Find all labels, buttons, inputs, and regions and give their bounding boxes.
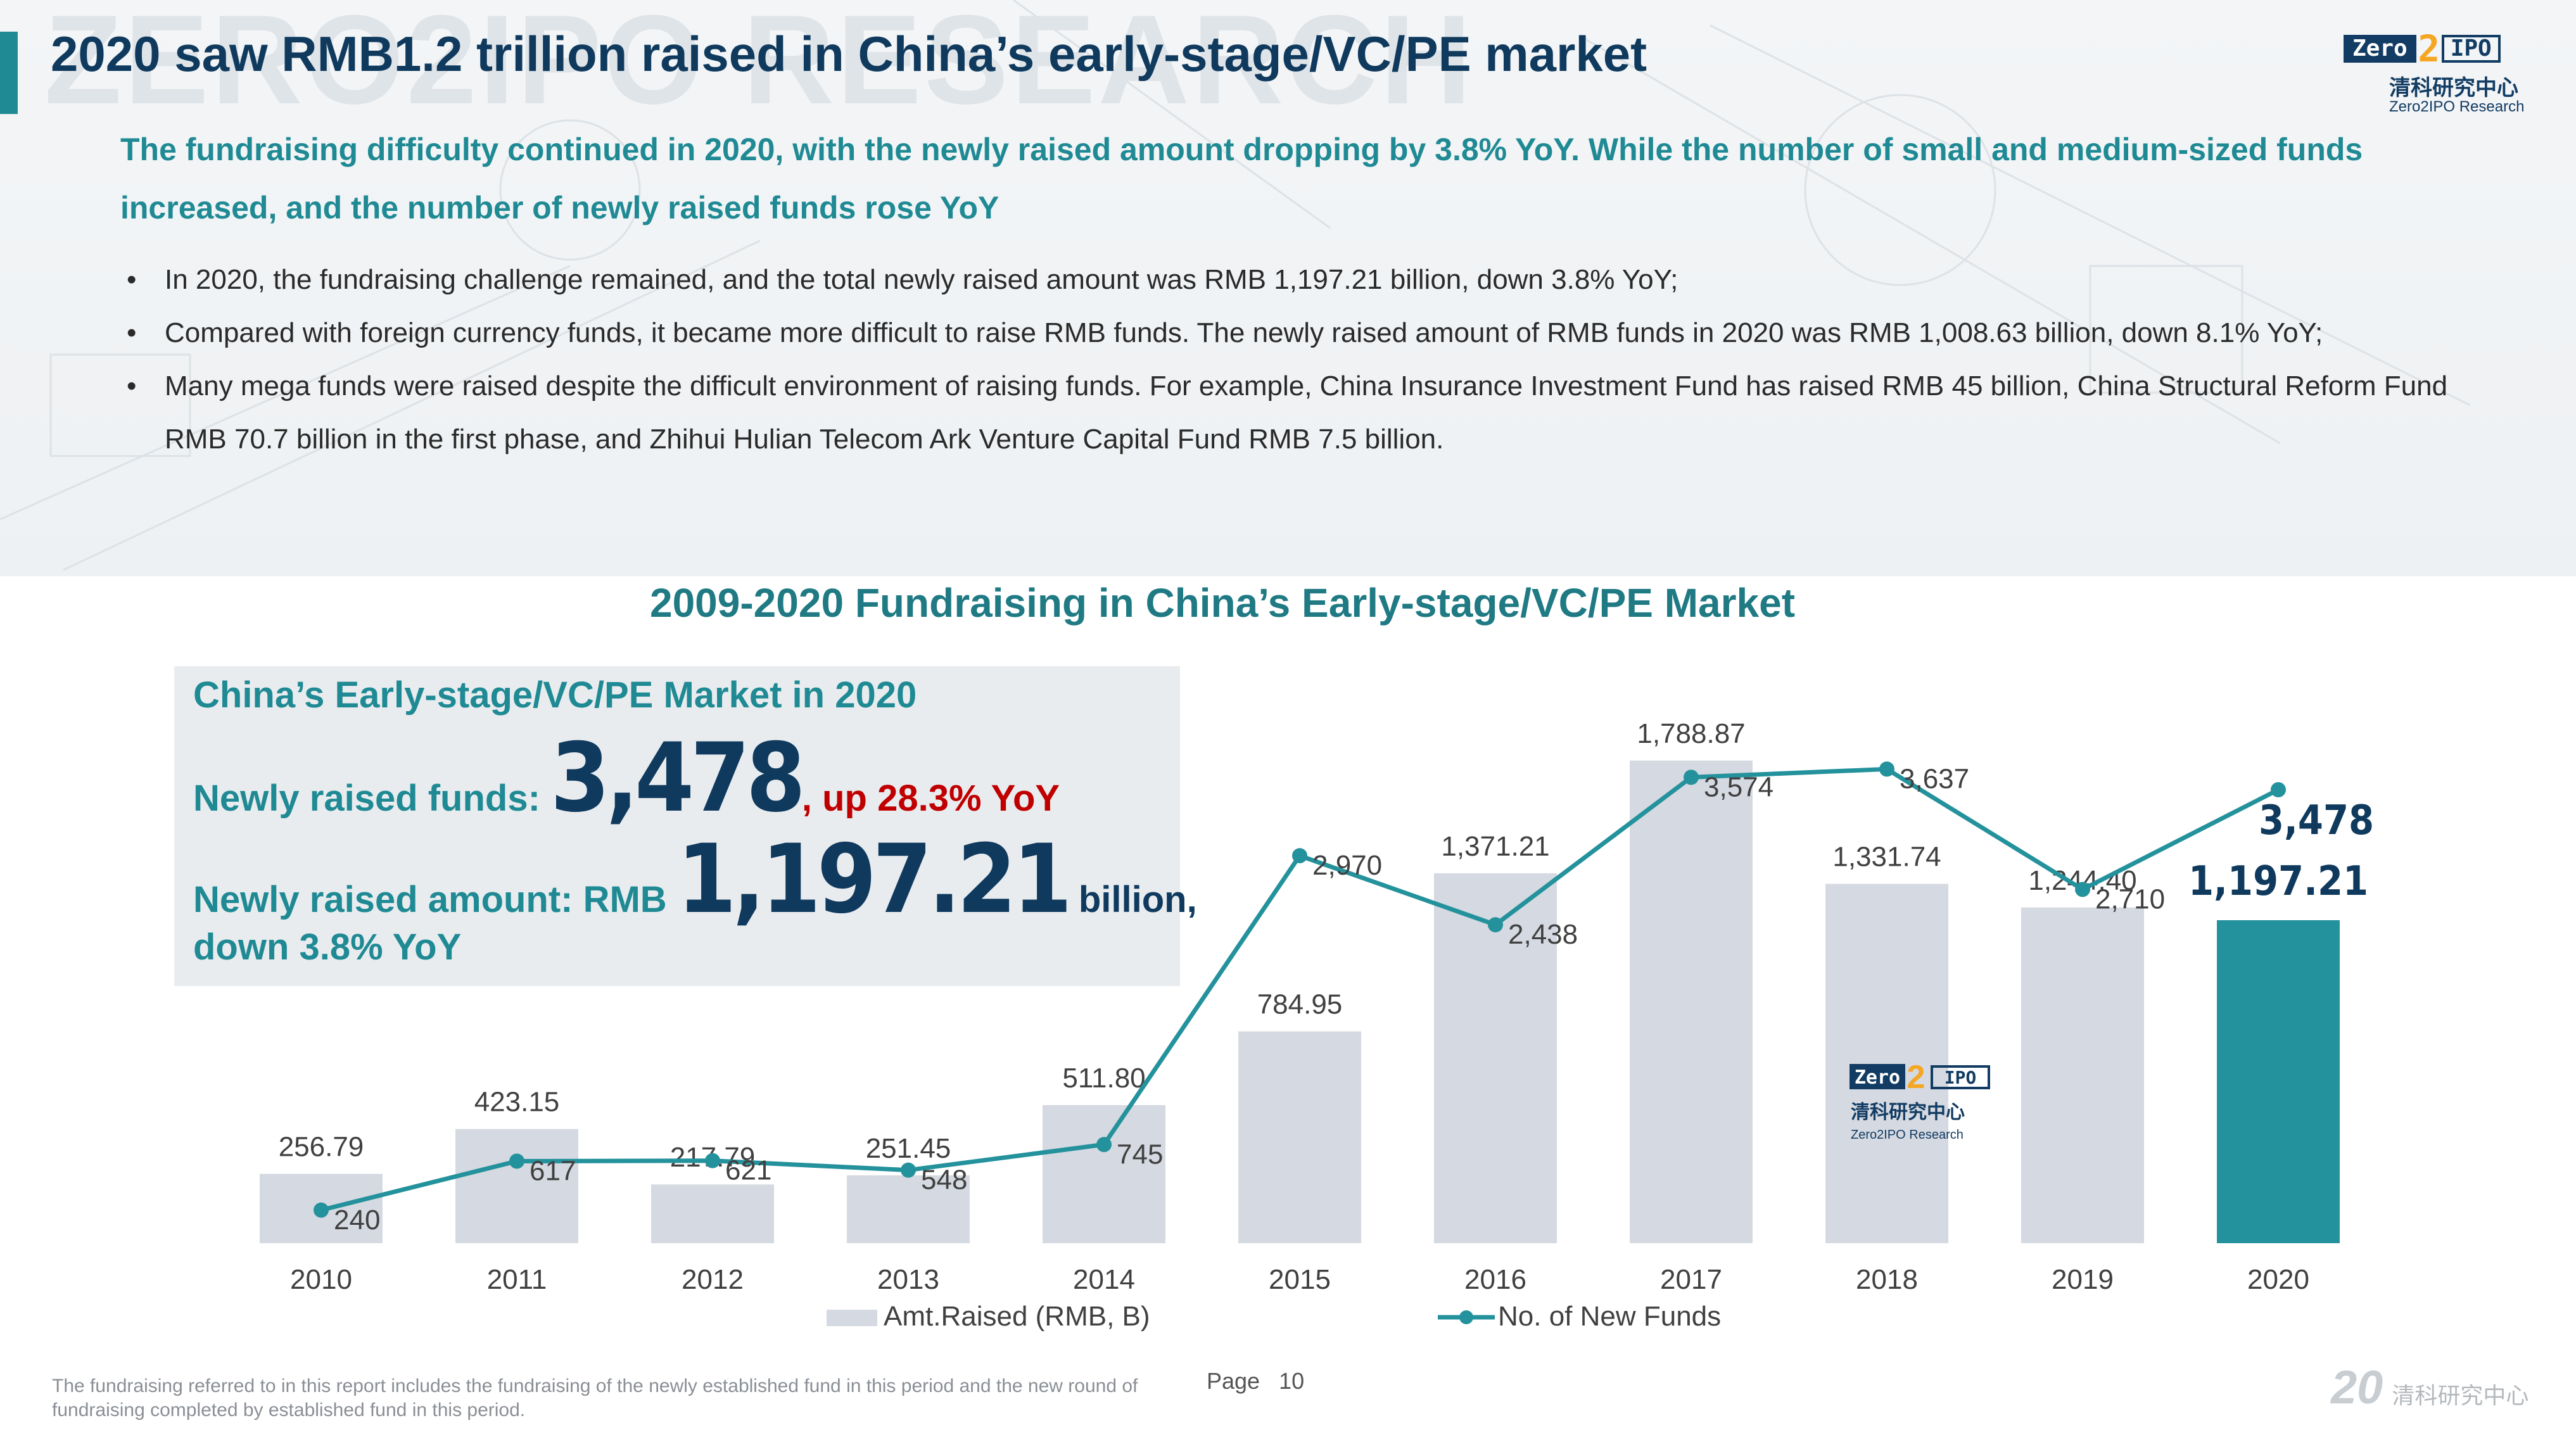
bar-label: 251.45 (866, 1133, 951, 1164)
line-point (1879, 761, 1894, 777)
kpi-box: China’s Early-stage/VC/PE Market in 2020… (174, 666, 1197, 986)
logo-zero: Zero (2344, 35, 2416, 63)
chart-title: 2009-2020 Fundraising in China’s Early-s… (649, 580, 1796, 626)
kpi-amount-unit: billion, (1068, 879, 1197, 920)
kpi-funds-value: 3,478 (550, 723, 806, 833)
bar-label: 784.95 (1257, 989, 1343, 1020)
bullet-item: Many mega funds were raised despite the … (127, 360, 2508, 466)
chart-logo-cn: 清科研究中心 (1851, 1101, 1965, 1123)
bar (1434, 873, 1557, 1243)
footer-logo: 20 清科研究中心 (2331, 1360, 2528, 1414)
bar (455, 1129, 578, 1243)
subtitle: The fundraising difficulty continued in … (120, 132, 2363, 225)
bar-label: 1,788.87 (1637, 718, 1745, 749)
footnote: The fundraising referred to in this repo… (52, 1376, 1138, 1421)
page-label: Page (1207, 1368, 1260, 1394)
chart-logo-ipo-box (1931, 1065, 1990, 1089)
bar-label: 423.15 (474, 1087, 560, 1118)
line-label: 3,574 (1704, 771, 1773, 802)
x-tick-label: 2020 (2247, 1264, 2309, 1295)
chart-logo-ipo: IPO (1945, 1067, 1977, 1088)
line-point (1096, 1137, 1112, 1153)
bullet-item: Compared with foreign currency funds, it… (127, 307, 2508, 360)
x-tick-label: 2017 (1660, 1264, 1722, 1295)
kpi-heading: China’s Early-stage/VC/PE Market in 2020 (193, 674, 917, 716)
x-tick-label: 2010 (290, 1264, 352, 1295)
logo-english-name: Zero2IPO Research (2389, 98, 2525, 115)
line-point (1488, 917, 1503, 933)
footer-logo-cn: 清科研究中心 (2392, 1383, 2529, 1409)
legend-bar-label: Amt.Raised (RMB, B) (884, 1301, 1150, 1332)
line-label: 240 (334, 1205, 380, 1236)
x-tick-label: 2015 (1269, 1264, 1331, 1295)
page-number: Page 10 (1207, 1368, 1304, 1395)
line-point (1292, 848, 1307, 864)
kpi-funds-label: Newly raised funds: (193, 778, 551, 819)
bullet-item: In 2020, the fundraising challenge remai… (127, 253, 2508, 307)
kpi-amount-change: down 3.8% YoY (193, 927, 462, 968)
bar (2021, 907, 2144, 1243)
line-point (705, 1153, 720, 1168)
logo-ipo: IPO (2441, 35, 2501, 63)
line-label: 2,970 (1312, 850, 1382, 881)
chart-logo-two: 2 (1907, 1059, 1926, 1096)
x-tick-label: 2012 (682, 1264, 744, 1295)
kpi-amount-label: Newly raised amount: RMB (193, 879, 677, 920)
chart-logo-zero: Zero (1855, 1066, 1900, 1089)
line-label: 548 (921, 1165, 967, 1196)
bar-label: 1,371.21 (1441, 831, 1549, 862)
line-point (2271, 782, 2286, 798)
legend-line-marker (1459, 1310, 1473, 1324)
page-value: 10 (1279, 1368, 1305, 1394)
logo-chinese-name: 清科研究中心 (2389, 75, 2518, 101)
line-label: 621 (725, 1155, 771, 1186)
x-tick-label: 2013 (877, 1264, 939, 1295)
bar (2217, 920, 2340, 1243)
line-point (2075, 882, 2090, 897)
line-label: 3,637 (1900, 763, 1969, 794)
x-tick-label: 2019 (2052, 1264, 2114, 1295)
title-accent-bar (0, 32, 18, 114)
bar (1825, 883, 1948, 1243)
company-logo: Zero 2 IPO 清科研究中心 Zero2IPO Research (2344, 27, 2534, 123)
kpi-funds-row: Newly raised funds: 3,478, up 28.3% YoY (193, 723, 1060, 833)
bar-label: 1,331.74 (1832, 842, 1941, 873)
chart-logo-en: Zero2IPO Research (1851, 1128, 1964, 1142)
logo-two: 2 (2418, 27, 2440, 70)
bar-label: 1,197.21 (2188, 858, 2368, 905)
line-point (901, 1162, 916, 1178)
x-tick-label: 2018 (1856, 1264, 1918, 1295)
line-label: 3,478 (2259, 797, 2374, 844)
line-label: 617 (530, 1156, 576, 1187)
line-label: 2,710 (2095, 883, 2165, 914)
chart-logo-box (1850, 1064, 1905, 1089)
bullet-list: In 2020, the fundraising challenge remai… (127, 253, 2508, 466)
legend-line-label: No. of New Funds (1498, 1301, 1721, 1332)
bar-label: 256.79 (279, 1132, 364, 1163)
page-title: 2020 saw RMB1.2 trillion raised in China… (51, 26, 1647, 82)
bar (1043, 1104, 1165, 1243)
bar (1630, 760, 1753, 1243)
line-point (509, 1153, 524, 1169)
kpi-funds-change: , up 28.3% YoY (801, 778, 1060, 819)
bar (847, 1175, 970, 1243)
kpi-amount-row: Newly raised amount: RMB 1,197.21 billio… (193, 825, 1197, 935)
line-point (314, 1202, 329, 1218)
line-label: 745 (1117, 1139, 1163, 1170)
footer-logo-twenty: 20 (2331, 1361, 2383, 1414)
kpi-amount-value: 1,197.21 (676, 825, 1072, 935)
x-tick-label: 2011 (487, 1264, 547, 1295)
line-label: 2,438 (1508, 919, 1578, 950)
x-tick-label: 2014 (1073, 1264, 1135, 1295)
watermark: ZERO2IPO RESEARCH (44, 0, 1475, 130)
bar (1238, 1031, 1361, 1243)
hero-background: ZERO2IPO RESEARCH 2020 saw RMB1.2 trilli… (0, 0, 2576, 576)
line-point (1684, 769, 1699, 785)
x-tick-label: 2016 (1464, 1264, 1526, 1295)
legend-bar-swatch (827, 1310, 877, 1326)
bar-label: 511.80 (1062, 1063, 1145, 1094)
bar (651, 1184, 774, 1243)
